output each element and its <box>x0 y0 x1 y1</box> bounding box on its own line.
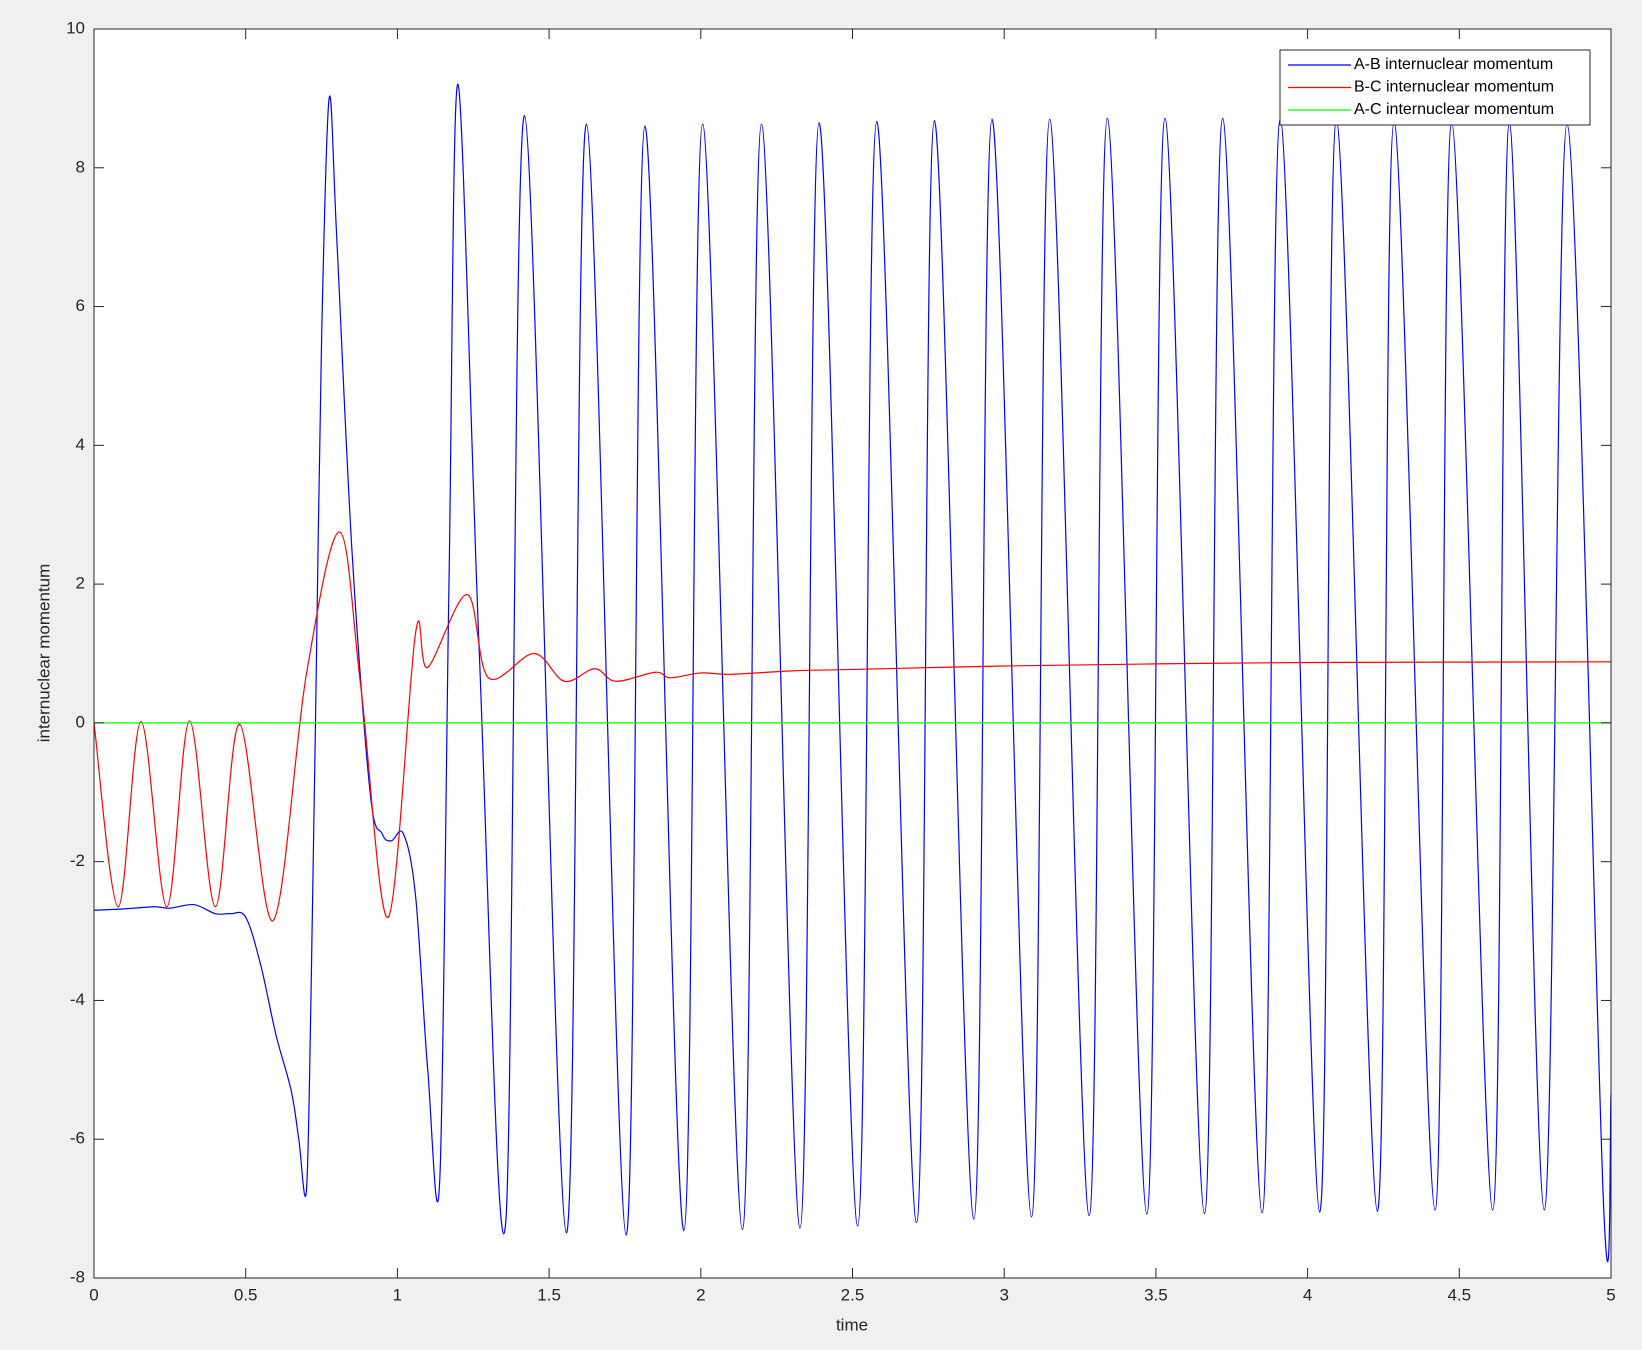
x-tick-label: 1 <box>393 1285 402 1304</box>
x-axis-label: time <box>836 1315 868 1334</box>
legend-label: A-C internuclear momentum <box>1354 101 1554 118</box>
legend-label: B-C internuclear momentum <box>1354 79 1554 96</box>
x-tick-label: 2 <box>696 1285 705 1304</box>
y-tick-label: 2 <box>76 574 85 593</box>
x-tick-label: 5 <box>1606 1285 1615 1304</box>
x-tick-label: 2.5 <box>841 1285 865 1304</box>
x-tick-label: 4.5 <box>1447 1285 1471 1304</box>
y-tick-label: -6 <box>70 1129 85 1148</box>
y-tick-label: 6 <box>76 296 85 315</box>
x-tick-label: 3 <box>999 1285 1008 1304</box>
y-tick-label: 8 <box>76 157 85 176</box>
y-tick-label: -8 <box>70 1267 85 1286</box>
y-axis-label: internuclear momentum <box>34 564 53 743</box>
x-tick-label: 3.5 <box>1144 1285 1168 1304</box>
axes: 0 0.5 1 1.5 2 2.5 3 3.5 4 4.5 5 -8 -6 -4 -2 0 2 4 6 8 10 <box>66 18 1616 1304</box>
axes-box <box>93 28 1612 1279</box>
series-line <box>93 83 1612 1263</box>
y-tick-label: 4 <box>76 435 85 454</box>
y-tick-label: -2 <box>70 851 85 870</box>
x-tick-label: 0.5 <box>234 1285 258 1304</box>
y-tick-label: -4 <box>70 990 85 1009</box>
x-tick-label: 1.5 <box>537 1285 561 1304</box>
legend: A-B internuclear momentum B-C internuclea… <box>1279 49 1591 126</box>
y-tick-label: 0 <box>76 712 85 731</box>
curves <box>93 83 1612 1263</box>
plot-area <box>94 29 1611 1278</box>
x-tick-label: 4 <box>1303 1285 1312 1304</box>
legend-label: A-B internuclear momentum <box>1354 56 1553 73</box>
x-tick-label: 0 <box>89 1285 98 1304</box>
series-line <box>93 531 1612 922</box>
y-tick-label: 10 <box>66 18 85 37</box>
